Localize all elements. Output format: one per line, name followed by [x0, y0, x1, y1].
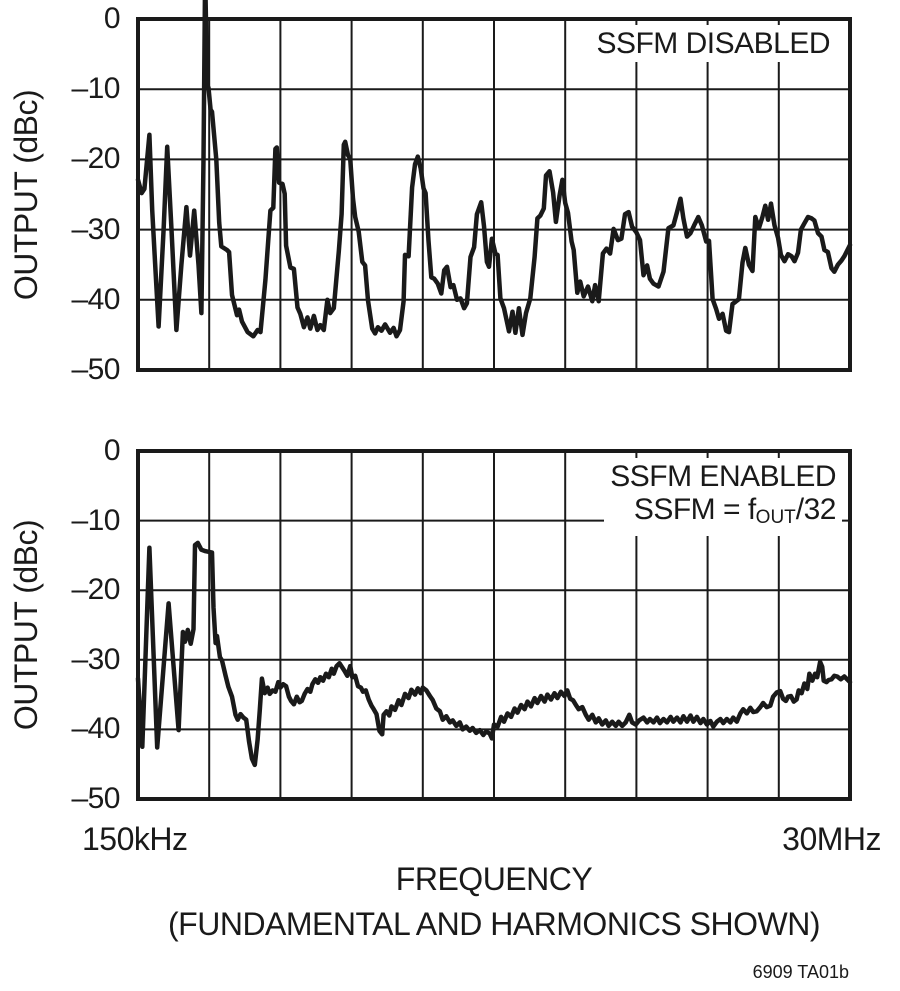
- y-tick-bottom-3: –30: [71, 643, 120, 676]
- y-tick-top-5: –50: [71, 353, 120, 386]
- y-tick-bottom-4: –40: [71, 712, 120, 745]
- annotation-ssfm-enabled: SSFM ENABLED SSFM = fOUT/32: [604, 458, 842, 536]
- y-tick-top-4: –40: [71, 283, 120, 316]
- y-tick-bottom-0: 0: [103, 434, 121, 467]
- y-tick-top-0: 0: [103, 2, 121, 35]
- figure-id-note: 6909 TA01b: [752, 962, 849, 982]
- x-axis-subtitle: (FUNDAMENTAL AND HARMONICS SHOWN): [168, 906, 820, 942]
- annotation-ssfm-enabled-line2: SSFM = fOUT/32: [633, 493, 837, 528]
- x-tick-30mhz: 30MHz: [782, 821, 881, 857]
- fout-subscript: OUT: [755, 507, 796, 528]
- y-tick-bottom-5: –50: [71, 782, 120, 815]
- x-axis-title: FREQUENCY: [395, 861, 593, 897]
- annotation-ssfm-enabled-line1: SSFM ENABLED: [610, 460, 836, 493]
- y-tick-top-3: –30: [71, 213, 120, 246]
- ssfm-disabled-plot: [135, 0, 853, 372]
- y-axis-title-bottom: OUTPUT (dBc): [8, 519, 44, 731]
- y-axis-title-top: OUTPUT (dBc): [8, 89, 44, 301]
- y-tick-bottom-2: –20: [71, 573, 120, 606]
- annotation-ssfm-disabled: SSFM DISABLED: [590, 25, 836, 62]
- x-tick-150khz: 150kHz: [82, 821, 188, 857]
- y-tick-bottom-1: –10: [71, 504, 120, 537]
- y-tick-top-1: –10: [71, 72, 120, 105]
- y-tick-top-2: –20: [71, 142, 120, 175]
- ssfm-enabled-plot: [135, 449, 853, 801]
